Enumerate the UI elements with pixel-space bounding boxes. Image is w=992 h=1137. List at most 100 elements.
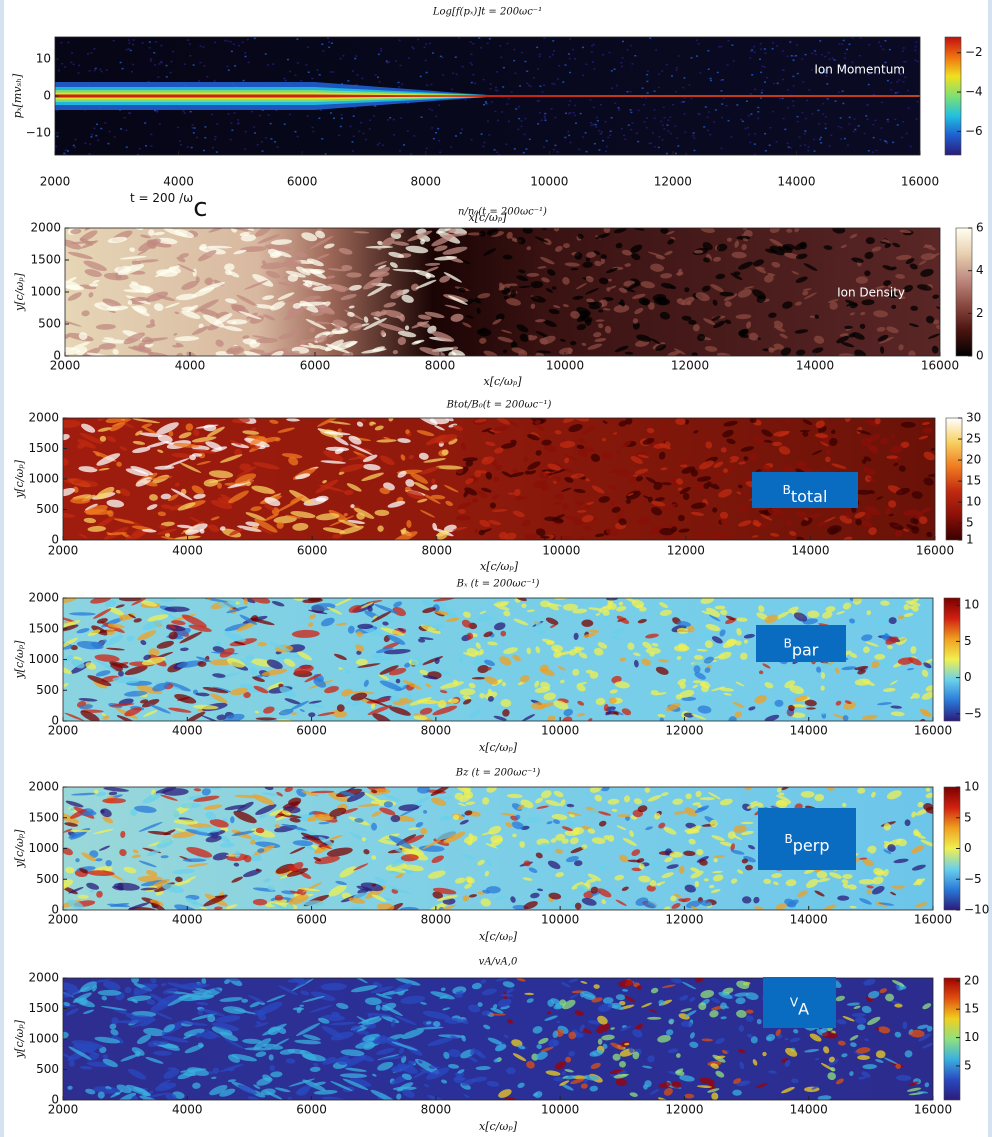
- texture: [150, 60, 152, 62]
- texture: [710, 80, 712, 82]
- texture: [104, 122, 106, 124]
- y-tick-label: 1500: [28, 810, 59, 824]
- texture: [455, 515, 471, 520]
- texture: [346, 272, 361, 277]
- texture: [393, 134, 395, 136]
- texture: [312, 131, 314, 133]
- texture: [289, 71, 291, 73]
- texture: [230, 139, 232, 141]
- texture: [663, 107, 665, 109]
- texture: [676, 137, 678, 139]
- texture: [917, 61, 919, 63]
- texture: [717, 72, 719, 74]
- texture: [331, 42, 333, 44]
- texture: [684, 132, 686, 134]
- x-tick-label: 8000: [410, 175, 441, 189]
- texture: [601, 131, 603, 133]
- texture: [305, 64, 307, 66]
- texture: [604, 121, 606, 123]
- colorbar-tick-label: −10: [964, 903, 989, 917]
- texture: [485, 101, 487, 103]
- x-tick-label: 16000: [914, 724, 952, 738]
- texture: [569, 112, 571, 114]
- texture: [841, 43, 843, 45]
- texture: [777, 83, 779, 85]
- texture: [569, 100, 571, 102]
- texture: [602, 140, 604, 142]
- texture: [646, 81, 648, 83]
- texture: [759, 58, 761, 60]
- x-tick-label: 12000: [665, 1103, 703, 1117]
- texture: [354, 107, 356, 109]
- texture: [338, 135, 340, 137]
- x-axis-label: x[c/ωₚ]: [480, 560, 519, 573]
- texture: [844, 138, 846, 140]
- texture: [568, 53, 570, 55]
- texture: [544, 120, 546, 122]
- texture: [226, 41, 228, 43]
- annotation: Ion Momentum: [814, 63, 905, 77]
- texture: [623, 135, 625, 137]
- texture: [630, 129, 632, 131]
- texture: [667, 119, 669, 121]
- colorbar-tick-label: 25: [966, 432, 981, 446]
- texture: [708, 68, 710, 70]
- texture: [216, 123, 218, 125]
- texture: [166, 76, 168, 78]
- texture: [551, 108, 553, 110]
- texture: [401, 84, 403, 86]
- texture: [569, 142, 571, 144]
- texture: [708, 111, 710, 113]
- texture: [231, 51, 233, 53]
- x-tick-label: 12000: [665, 913, 703, 927]
- texture: [508, 121, 510, 123]
- texture: [886, 142, 888, 144]
- texture: [788, 146, 790, 148]
- texture: [413, 48, 415, 50]
- texture: [352, 70, 354, 72]
- texture: [539, 54, 541, 56]
- texture: [568, 135, 570, 137]
- texture: [592, 61, 594, 63]
- texture: [328, 47, 330, 49]
- texture: [843, 40, 845, 42]
- texture: [471, 82, 473, 84]
- texture: [644, 121, 646, 123]
- texture: [431, 127, 433, 129]
- texture: [442, 74, 444, 76]
- texture: [160, 61, 162, 63]
- texture: [675, 91, 677, 93]
- texture: [585, 64, 587, 66]
- texture: [528, 85, 530, 87]
- texture: [854, 118, 856, 120]
- texture: [360, 122, 362, 124]
- texture: [628, 124, 630, 126]
- texture: [705, 106, 707, 108]
- texture: [573, 112, 575, 114]
- texture: [154, 110, 156, 112]
- texture: [380, 48, 382, 50]
- colorbar-tick-label: 15: [964, 1002, 979, 1016]
- texture: [120, 128, 122, 130]
- texture: [494, 111, 496, 113]
- texture: [811, 69, 813, 71]
- colorbar: [956, 228, 972, 356]
- texture: [70, 62, 72, 64]
- texture: [791, 55, 793, 57]
- texture: [611, 70, 613, 72]
- texture: [757, 107, 759, 109]
- texture: [797, 73, 799, 75]
- texture: [75, 139, 77, 141]
- texture: [543, 84, 545, 86]
- texture: [666, 153, 668, 155]
- texture: [274, 141, 276, 143]
- texture: [506, 43, 508, 45]
- texture: [618, 107, 620, 109]
- texture: [660, 121, 662, 123]
- texture: [664, 117, 666, 119]
- texture: [736, 104, 738, 106]
- texture: [177, 127, 179, 129]
- texture: [327, 37, 329, 39]
- texture: [379, 81, 381, 83]
- texture: [277, 146, 279, 148]
